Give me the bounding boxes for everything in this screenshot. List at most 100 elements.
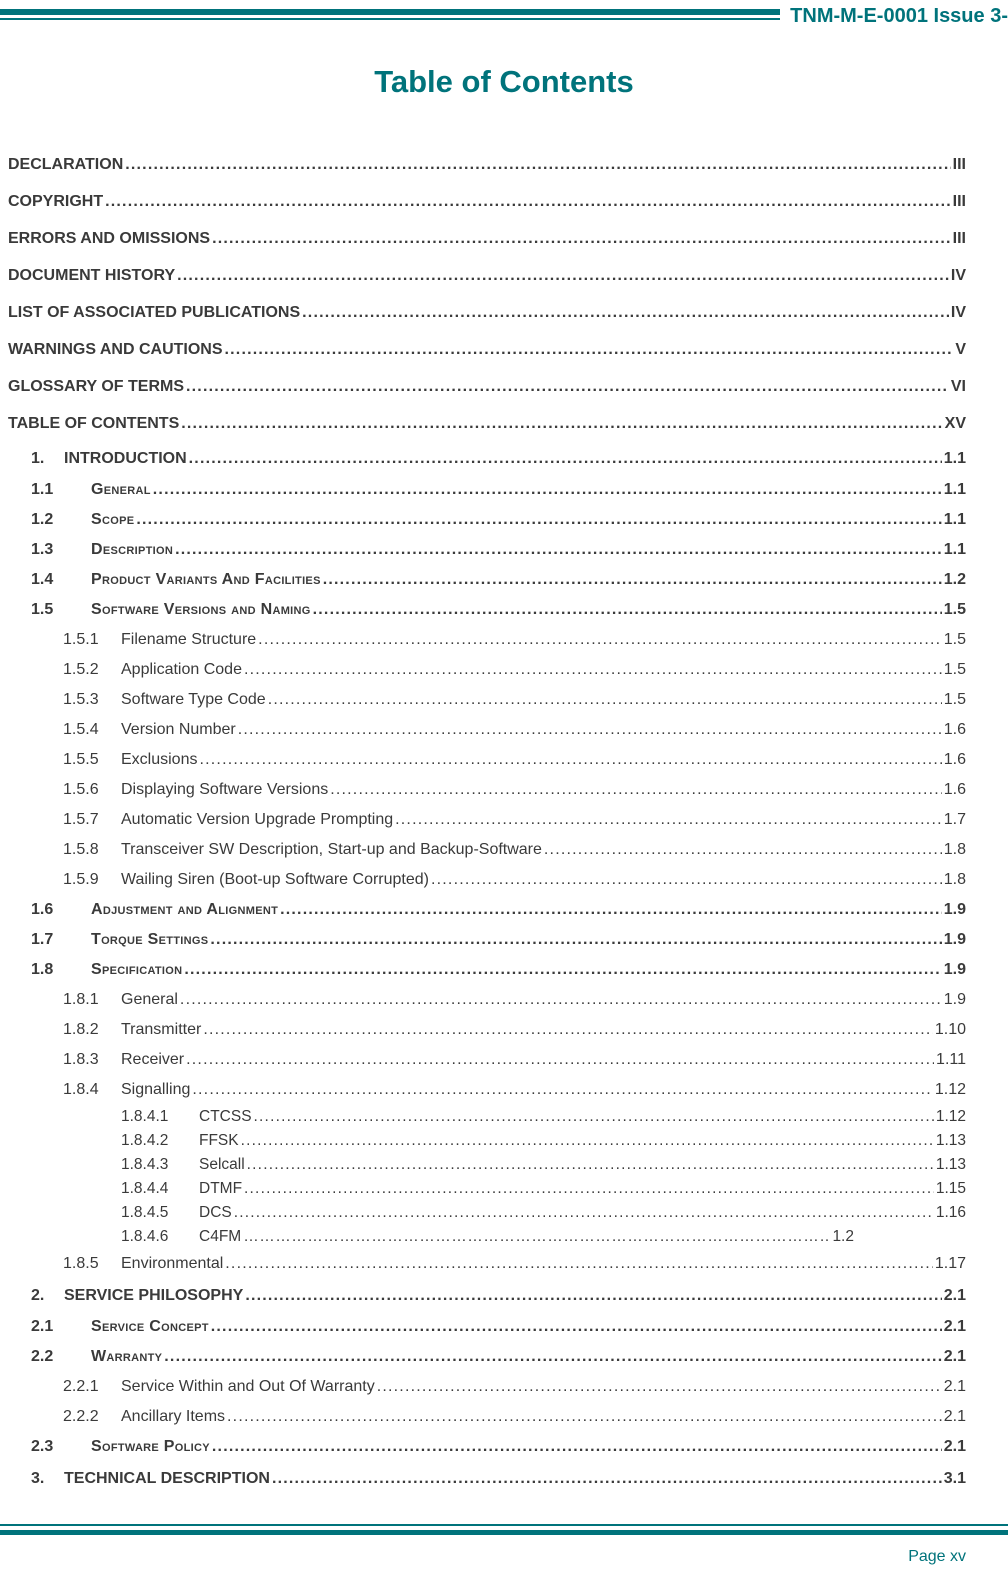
header-rule-thin (0, 18, 781, 20)
toc-entry-label: Software Type Code (121, 691, 266, 708)
dot-leader (153, 475, 942, 505)
toc-entry-label: Version Number (121, 721, 236, 738)
header-rule-lines (0, 9, 781, 20)
page-title: Table of Contents (374, 64, 634, 99)
toc-entry-page: IV (950, 267, 966, 284)
toc-entry-page: 1.7 (943, 811, 966, 828)
dot-leader (227, 1402, 942, 1432)
toc-entry-label: TECHNICAL DESCRIPTION (64, 1470, 270, 1487)
toc-entry: GLOSSARY OF TERMS VI (8, 368, 966, 405)
toc-entry-label: ERRORS AND OMISSIONS (8, 230, 211, 247)
toc-entry-page: 1.1 (943, 481, 966, 498)
page-footer: Page xv (0, 1524, 1008, 1566)
toc-entry: COPYRIGHT III (8, 183, 966, 220)
toc-entry-page: 1.9 (943, 901, 966, 918)
toc-entry-label: CTCSS (199, 1108, 252, 1125)
toc-entry-page: 1.9 (943, 991, 966, 1008)
toc-entry-page: V (955, 341, 966, 358)
toc-entry-label: LIST OF ASSOCIATED PUBLICATIONS (8, 304, 301, 321)
toc-entry: 1.4 Product Variants And Facilities 1.2 (8, 565, 966, 595)
dot-leader (184, 955, 941, 985)
toc-entry-page: 1.6 (943, 751, 966, 768)
toc-entry-label: Automatic Version Upgrade Prompting (121, 811, 394, 828)
dot-leader (105, 183, 951, 220)
toc-entry-number: 2.2.1 (63, 1378, 99, 1395)
toc-entry-number: 1.8.4.1 (121, 1108, 169, 1125)
dot-leader (210, 925, 941, 955)
footer-rule-thin (0, 1524, 1008, 1526)
dot-leader (238, 715, 942, 745)
dot-leader (189, 442, 942, 475)
toc-entry: 1.8.4 Signalling 1.12 (8, 1075, 966, 1105)
toc-entry-label: Application Code (121, 661, 242, 678)
toc-entry-page: 2.1 (943, 1408, 966, 1425)
toc-entry-number: 2.2.2 (63, 1408, 99, 1425)
toc-entry-label: Receiver (121, 1051, 185, 1068)
toc-entry-number: 1.7 (31, 931, 54, 948)
toc-entry-label: Transmitter (121, 1021, 202, 1038)
toc-entry: 1. INTRODUCTION 1.1 (8, 442, 966, 475)
dot-leader (136, 505, 941, 535)
toc-entry-page: 1.11 (936, 1051, 966, 1068)
toc-entry: 1.5.1 Filename Structure 1.5 (8, 625, 966, 655)
dot-leader (243, 1225, 830, 1249)
toc-entry-label: Specification (91, 961, 183, 978)
toc-entry-number: 1.5.5 (63, 751, 99, 768)
toc-entry-page: 1.9 (943, 961, 966, 978)
toc-entry-label: DOCUMENT HISTORY (8, 267, 176, 284)
toc-entry: 1.5 Software Versions and Naming 1.5 (8, 595, 966, 625)
toc-entry-page: 2.1 (943, 1318, 966, 1335)
toc-entry: LIST OF ASSOCIATED PUBLICATIONS IV (8, 294, 966, 331)
dot-leader (192, 1075, 932, 1105)
toc-entry-label: Signalling (121, 1081, 191, 1098)
toc-entry-label: Warranty (91, 1348, 163, 1365)
toc-entry: DOCUMENT HISTORY IV (8, 257, 966, 294)
dot-leader (125, 146, 950, 183)
toc-entry-label: DCS (199, 1204, 232, 1221)
dot-leader (245, 1279, 941, 1312)
dot-leader (203, 1015, 933, 1045)
toc-entry: 1.2 Scope 1.1 (8, 505, 966, 535)
toc-entry: 1.7 Torque Settings 1.9 (8, 925, 966, 955)
toc-entry-page: 3.1 (943, 1470, 966, 1487)
toc-entry-number: 1.8.4 (63, 1081, 99, 1098)
toc-entry: 2.2 Warranty 2.1 (8, 1342, 966, 1372)
dot-leader (175, 535, 942, 565)
toc-entry: 1.5.5 Exclusions 1.6 (8, 745, 966, 775)
dot-leader (313, 595, 942, 625)
toc-entry-number: 1.5 (31, 601, 54, 618)
toc-entry: 1.3 Description 1.1 (8, 535, 966, 565)
toc-entry: 1.1 General 1.1 (8, 475, 966, 505)
toc-entry-label: TABLE OF CONTENTS (8, 415, 180, 432)
dot-leader (254, 1105, 934, 1129)
toc-entry-number: 1.8.2 (63, 1021, 99, 1038)
dot-leader (323, 565, 942, 595)
dot-leader (244, 655, 942, 685)
toc-entry-page: 1.5 (943, 631, 966, 648)
toc-entry-number: 2.3 (31, 1438, 54, 1455)
toc-entry-page: 1.8 (943, 841, 966, 858)
header-rule-thick (0, 9, 781, 15)
toc-entry-page: III (952, 193, 966, 210)
dot-leader (225, 1249, 933, 1279)
toc-entry-label: Exclusions (121, 751, 198, 768)
dot-leader (544, 835, 942, 865)
toc-entry-label: Scope (91, 511, 135, 528)
toc-entry-page: 1.9 (943, 931, 966, 948)
dot-leader (395, 805, 942, 835)
toc-entry-page: 1.8 (943, 871, 966, 888)
toc-entry-number: 3. (31, 1470, 45, 1487)
toc-entry-number: 1.3 (31, 541, 54, 558)
dot-leader (186, 368, 949, 405)
toc-entry-number: 2. (31, 1287, 45, 1304)
toc-entry-number: 1.8.4.6 (121, 1228, 169, 1245)
toc-entry-number: 1.8.5 (63, 1255, 99, 1272)
toc-entry-number: 1.5.3 (63, 691, 99, 708)
dot-leader (199, 745, 941, 775)
toc-entry-label: Selcall (199, 1156, 245, 1173)
toc-entry-page: III (952, 156, 966, 173)
toc-entry-page: 1.15 (935, 1180, 966, 1197)
toc-entry-page: 1.1 (943, 511, 966, 528)
toc-entry-label: Filename Structure (121, 631, 257, 648)
dot-leader (302, 294, 949, 331)
